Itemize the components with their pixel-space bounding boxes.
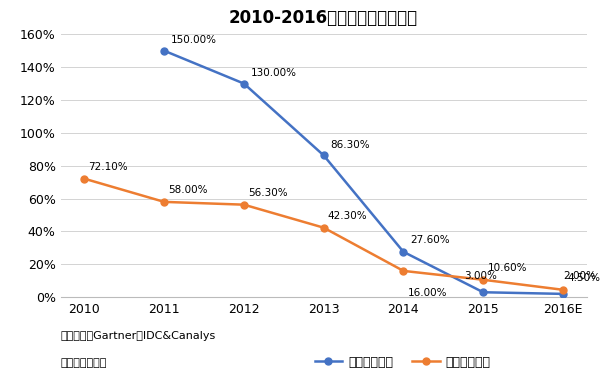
Legend: 中国市场增速, 全球市场增速: 中国市场增速, 全球市场增速: [310, 351, 495, 374]
Line: 中国市场增速: 中国市场增速: [161, 47, 566, 297]
Text: 数据来源：Gartner，IDC&Canalys: 数据来源：Gartner，IDC&Canalys: [60, 331, 216, 341]
全球市场增速: [559, 288, 566, 292]
中国市场增速: [480, 290, 487, 295]
中国市场增速: [400, 250, 407, 254]
全球市场增速: [240, 202, 247, 207]
Text: 27.60%: 27.60%: [410, 235, 450, 245]
中国市场增速: [320, 153, 327, 158]
Text: 10.60%: 10.60%: [488, 263, 527, 273]
Text: 42.30%: 42.30%: [328, 211, 367, 221]
全球市场增速: [81, 176, 88, 181]
Text: 4.50%: 4.50%: [567, 273, 600, 283]
全球市场增速: [160, 200, 168, 204]
Text: 56.30%: 56.30%: [248, 188, 288, 198]
Text: 130.00%: 130.00%: [251, 68, 297, 78]
Text: 3.00%: 3.00%: [464, 271, 497, 281]
全球市场增速: [480, 277, 487, 282]
Text: 制图：企鹅智酷: 制图：企鹅智酷: [60, 358, 107, 368]
中国市场增速: [559, 291, 566, 296]
中国市场增速: [240, 81, 247, 86]
中国市场增速: [160, 48, 168, 53]
Text: 2.00%: 2.00%: [563, 271, 596, 282]
全球市场增速: [400, 269, 407, 273]
Text: 72.10%: 72.10%: [88, 162, 128, 172]
Text: 150.00%: 150.00%: [171, 35, 217, 45]
Title: 2010-2016年智能手机市场增速: 2010-2016年智能手机市场增速: [229, 9, 418, 27]
Line: 全球市场增速: 全球市场增速: [81, 175, 566, 293]
Text: 16.00%: 16.00%: [408, 288, 447, 298]
Text: 58.00%: 58.00%: [168, 185, 208, 195]
全球市场增速: [320, 226, 327, 230]
Text: 86.30%: 86.30%: [330, 140, 370, 150]
